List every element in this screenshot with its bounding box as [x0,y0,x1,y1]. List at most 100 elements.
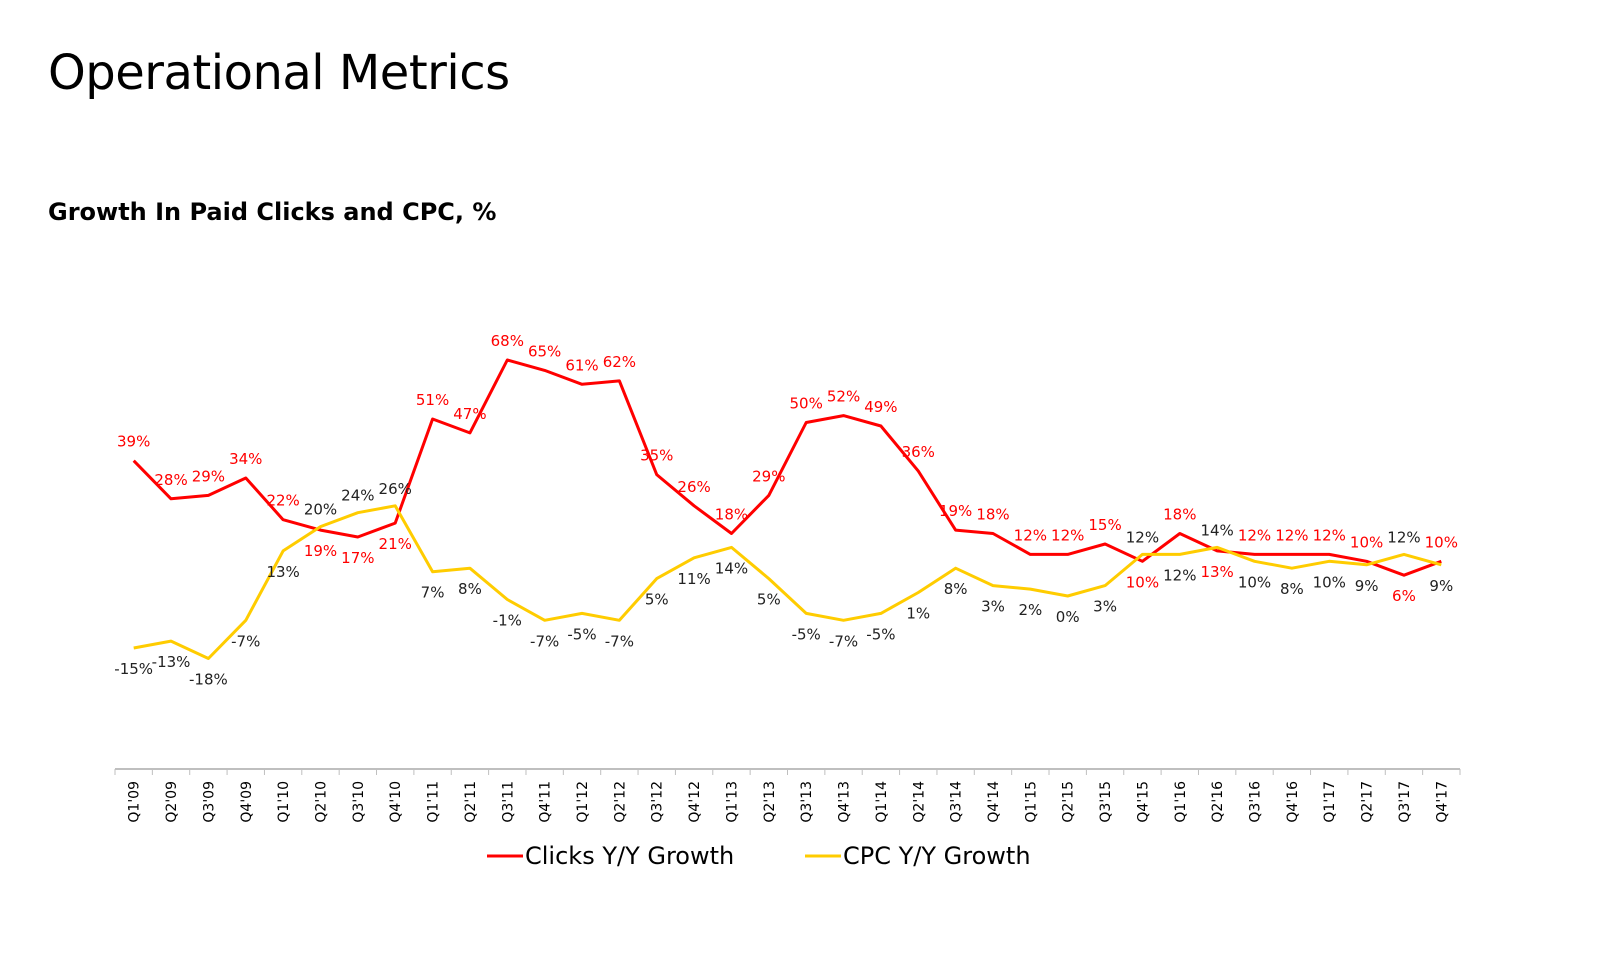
page-title: Operational Metrics [48,45,510,101]
cpc-data-label: 10% [1313,573,1346,591]
clicks-data-label: 47% [453,405,486,423]
cpc-data-label: -7% [530,632,559,650]
clicks-data-label: 52% [827,388,860,406]
clicks-data-label: 12% [1313,526,1346,544]
clicks-data-label: 29% [192,467,225,485]
cpc-data-label: -15% [114,660,153,678]
x-tick-label: Q1'10 [276,781,292,823]
clicks-data-label: 17% [341,549,374,567]
x-tick-label: Q1'15 [1023,781,1039,823]
legend-label-clicks: Clicks Y/Y Growth [525,842,734,870]
x-tick-label: Q4'16 [1285,781,1301,823]
x-tick-label: Q1'12 [575,781,591,823]
cpc-data-label: 8% [944,580,968,598]
x-tick-label: Q3'16 [1248,781,1264,823]
x-tick-label: Q4'15 [1135,781,1151,823]
clicks-data-label: 19% [304,542,337,560]
x-tick-label: Q3'12 [650,781,666,823]
clicks-data-label: 18% [715,506,748,524]
x-tick-label: Q2'16 [1210,781,1226,823]
cpc-data-label: 10% [1238,573,1271,591]
x-tick-label: Q1'16 [1173,781,1189,823]
chart-subtitle: Growth In Paid Clicks and CPC, % [48,198,497,226]
cpc-data-label: 3% [1093,598,1117,616]
clicks-data-label: 49% [864,398,897,416]
clicks-data-label: 10% [1350,533,1383,551]
cpc-data-label: 8% [458,580,482,598]
cpc-data-label: 12% [1163,566,1196,584]
cpc-data-label: -18% [189,670,228,688]
clicks-data-label: 22% [266,492,299,510]
clicks-data-label: 10% [1425,533,1458,551]
cpc-data-label: 7% [421,584,445,602]
x-tick-label: Q3'09 [201,781,217,823]
clicks-data-label: 28% [154,471,187,489]
clicks-data-label: 62% [603,353,636,371]
x-tick-label: Q4'14 [986,781,1002,823]
clicks-data-label: 12% [1014,526,1047,544]
cpc-data-label: 5% [645,591,669,609]
data-labels: 39% -15% 28% -13% 29% -18% 34% -7% 22% 13% 19% 20% 1… [114,332,1458,688]
series-lines [132,358,1442,660]
x-tick-label: Q1'14 [874,781,890,823]
x-tick-label: Q2'10 [313,781,329,823]
cpc-data-label: -5% [866,625,895,643]
clicks-data-label: 12% [1238,526,1271,544]
cpc-data-label: 0% [1056,608,1080,626]
x-tick-label: Q3'17 [1397,781,1413,823]
clicks-data-label: 6% [1392,587,1416,605]
x-tick-label: Q1'09 [127,781,143,823]
clicks-data-label: 68% [491,332,524,350]
clicks-data-label: 36% [902,443,935,461]
legend-label-cpc: CPC Y/Y Growth [843,842,1031,870]
cpc-series-line [133,504,1442,660]
x-tick-label: Q2'12 [612,781,628,823]
clicks-data-label: 39% [117,433,150,451]
clicks-data-label: 10% [1126,573,1159,591]
clicks-data-label: 35% [640,447,673,465]
x-tick-label: Q3'15 [1098,781,1114,823]
cpc-data-label: 14% [715,559,748,577]
cpc-data-label: 12% [1387,528,1420,546]
cpc-data-label: 5% [757,591,781,609]
cpc-data-label: -5% [792,625,821,643]
x-tick-label: Q4'10 [388,781,404,823]
cpc-data-label: -5% [567,625,596,643]
cpc-data-label: -7% [829,632,858,650]
x-tick-label: Q3'10 [351,781,367,823]
cpc-data-label: 12% [1126,528,1159,546]
cpc-data-label: -1% [493,611,522,629]
x-tick-label: Q2'14 [911,781,927,823]
cpc-data-label: 20% [304,501,337,519]
clicks-data-label: 61% [565,356,598,374]
x-axis-ticks [114,769,1461,775]
x-tick-label: Q2'15 [1061,781,1077,823]
cpc-data-label: 9% [1355,577,1379,595]
x-tick-label: Q2'17 [1360,781,1376,823]
clicks-data-label: 12% [1275,526,1308,544]
cpc-data-label: 14% [1200,521,1233,539]
clicks-series-line [132,358,1442,577]
clicks-data-label: 19% [939,502,972,520]
x-tick-label: Q4'12 [687,781,703,823]
x-axis-tick-labels: Q1'09 Q2'09 Q3'09 Q4'09 Q1'10 Q2'10 Q3'10 Q4'10… [127,781,1451,823]
clicks-data-label: 50% [790,395,823,413]
cpc-data-label: 1% [906,605,930,623]
clicks-data-label: 12% [1051,526,1084,544]
x-tick-label: Q2'13 [762,781,778,823]
x-tick-label: Q2'09 [164,781,180,823]
x-tick-label: Q3'14 [949,781,965,823]
clicks-data-label: 18% [976,506,1009,524]
x-tick-label: Q4'09 [239,781,255,823]
x-tick-label: Q1'13 [724,781,740,823]
x-tick-label: Q2'11 [463,781,479,823]
x-tick-label: Q1'17 [1322,781,1338,823]
cpc-data-label: 2% [1018,601,1042,619]
clicks-data-label: 18% [1163,506,1196,524]
cpc-data-label: 13% [266,563,299,581]
cpc-data-label: -13% [152,653,191,671]
cpc-data-label: 26% [379,480,412,498]
legend: Clicks Y/Y Growth CPC Y/Y Growth [487,842,1031,870]
cpc-data-label: 3% [981,598,1005,616]
